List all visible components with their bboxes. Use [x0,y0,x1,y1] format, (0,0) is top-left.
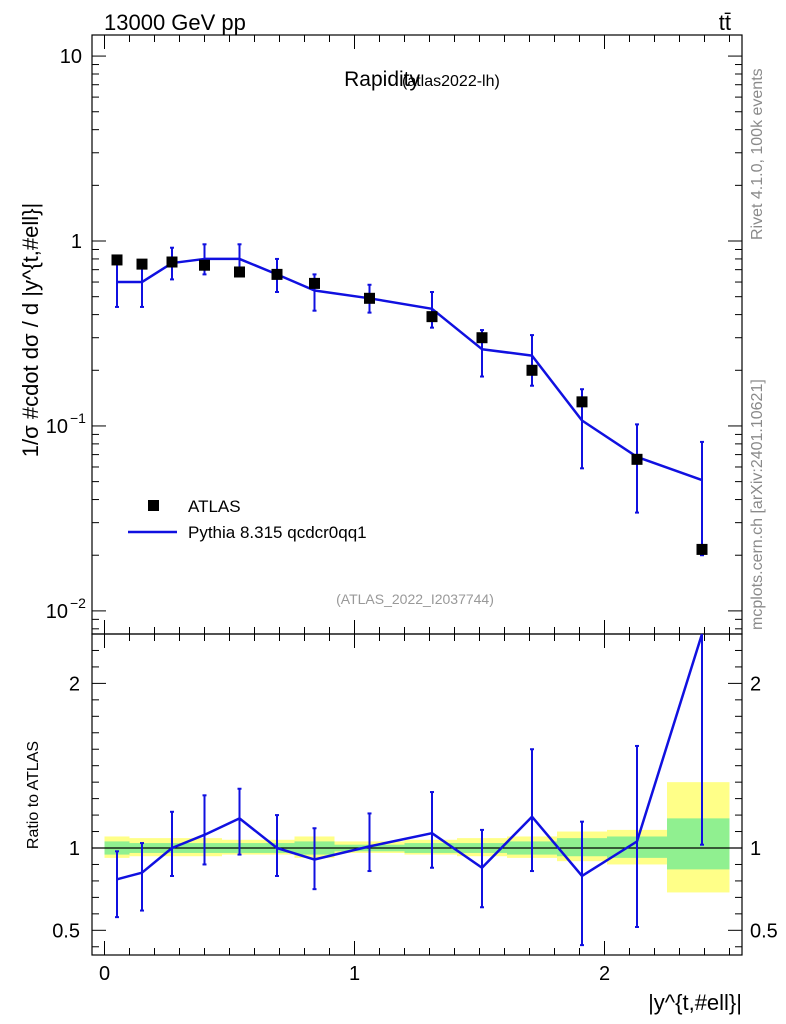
plot-title: Rapidity [344,68,420,91]
atlas-data-point [136,258,148,270]
ratio-frame [91,633,743,956]
atlas-data-point [199,259,210,271]
plot-subtitle: (atlas2022-lh) [402,73,500,90]
mcplots-label: mcplots.cern.ch [arXiv:2401.10621] [749,379,766,630]
atlas-data-point [476,332,488,344]
atlas-data-point [234,266,245,278]
process-label: tt̄ [719,10,731,35]
y-tick-exponent: −1 [70,410,86,426]
x-axis-label: |y^{t,#ell}| [648,990,742,1015]
ratio-y-tick-label: 1 [69,838,80,860]
ratio-y-tick-label: 2 [69,673,80,695]
y-tick-label: 10 [46,416,68,438]
atlas-data-point [631,453,643,465]
x-tick-label: 0 [99,963,110,985]
main-frame [91,34,743,635]
atlas-data-point [364,292,375,304]
y-tick-label: 10 [46,601,68,623]
main-y-axis-label: 1/σ #cdot dσ / d |y^{t,#ell}| [18,203,43,457]
atlas-data-point [111,254,123,266]
atlas-data-point [526,364,538,376]
y-tick-label: 10 [60,46,82,68]
y-tick-exponent: −2 [70,595,86,611]
x-tick-label: 1 [349,963,360,985]
y-tick-label: 1 [71,231,82,253]
atlas-data-point [271,268,283,280]
atlas-data-point [576,396,588,408]
ratio-y-tick-label: 0.5 [52,920,80,942]
atlas-data-point [696,543,708,555]
x-tick-label: 2 [599,963,610,985]
legend-atlas-marker [148,500,159,511]
mc-series-line [117,257,703,482]
ratio-y-axis-label: Ratio to ATLAS [25,741,42,849]
ratio-y-tick-label-right: 2 [750,673,761,695]
analysis-tag: (ATLAS_2022_I2037744) [336,591,494,607]
ratio-y-tick-label-right: 0.5 [750,920,778,942]
legend-mc-label: Pythia 8.315 qcdcr0qq1 [188,523,367,542]
rivet-label: Rivet 4.1.0, 100k events [749,68,766,240]
atlas-data-point [426,311,438,323]
atlas-data-point [309,277,320,289]
ratio-y-tick-label-right: 1 [750,838,761,860]
legend-atlas-label: ATLAS [188,497,241,516]
atlas-data-point [166,256,178,268]
ratio-series-line [116,633,704,881]
ratio-band-green [667,818,730,870]
energy-label: 13000 GeV pp [104,10,246,35]
